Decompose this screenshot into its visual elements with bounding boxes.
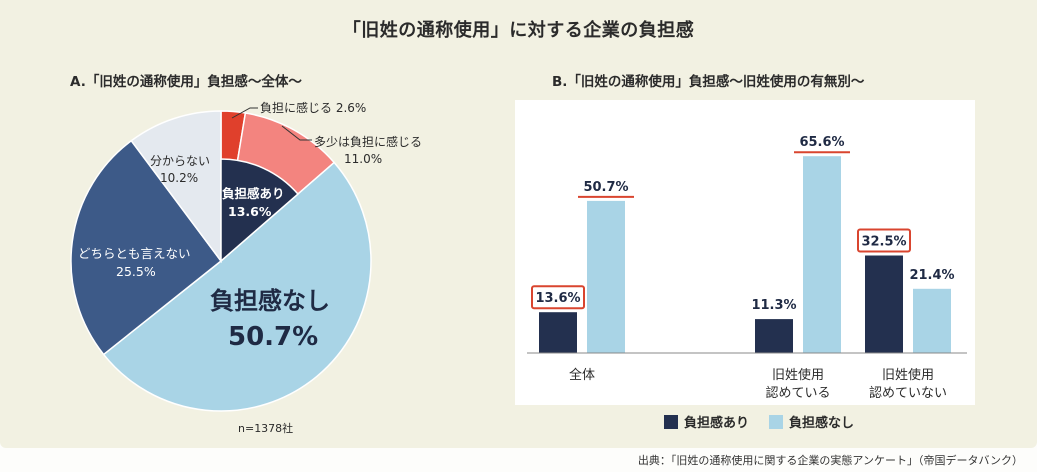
- pie-label-burden: 負担に感じる 2.6%: [260, 101, 367, 115]
- pie-label-undecided: どちらとも言えない: [78, 246, 191, 261]
- legend-swatch-dark: [664, 414, 678, 429]
- pie-label-burden-group: 負担感あり: [222, 186, 285, 201]
- value-label-overall-burden: 13.6%: [535, 291, 580, 306]
- legend-label-burden: 負担感あり: [684, 416, 750, 431]
- category-label-allowed-line2: 認めている: [765, 385, 830, 401]
- pie-label-unknown: 分からない: [150, 154, 211, 168]
- bar-not-allowed-no-burden: [913, 288, 951, 353]
- pie-chart-title: A.「旧姓の通称使用」負担感〜全体〜: [70, 74, 302, 90]
- legend-label-no-burden: 負担感なし: [789, 416, 855, 431]
- bar-legend: 負担感あり 負担感なし: [664, 412, 866, 431]
- source-note: 出典：「旧姓の通称使用に関する企業の実態アンケート」（帝国データバンク）: [637, 454, 1023, 467]
- leader-line-burden: [231, 107, 258, 119]
- pie-label-no-burden: 負担感なし: [210, 287, 330, 315]
- leader-line-some-burden: [281, 125, 312, 141]
- pie-value-unknown: 10.2%: [160, 171, 199, 185]
- bar-not-allowed-burden: [865, 255, 903, 353]
- category-label-not-allowed-line1: 旧姓使用: [882, 367, 934, 383]
- bar-overall-burden: [539, 312, 577, 353]
- pie-sample-note: n=1378社: [238, 422, 294, 435]
- pie-value-some-burden: 11.0%: [344, 152, 383, 166]
- legend-item-no-burden: 負担感なし: [769, 412, 854, 431]
- main-title: 「旧姓の通称使用」に対する企業の負担感: [342, 20, 695, 41]
- pie-label-some-burden: 多少は負担に感じる: [314, 135, 423, 149]
- value-label-not-allowed-burden: 32.5%: [861, 235, 906, 250]
- pie-slice-no-burden: [102, 161, 372, 412]
- value-label-not-allowed-no-burden: 21.4%: [909, 268, 954, 283]
- pie-chart: [70, 107, 372, 412]
- highlight-box-not-allowed: [857, 228, 911, 253]
- pie-value-undecided: 25.5%: [116, 264, 156, 279]
- legend-item-burden: 負担感あり: [664, 412, 749, 431]
- pie-inner-burden-group: [220, 158, 299, 263]
- bar-chart-card: 13.6% 11.3% 32.5% 50.7% 65.6% 21.4% 全体 旧姓使用認めてい…: [515, 100, 975, 405]
- legend-swatch-light: [769, 414, 784, 429]
- bar-overall-no-burden: [587, 200, 625, 353]
- value-label-overall-no-burden: 50.7%: [583, 180, 628, 195]
- bar-allowed-no-burden: [803, 156, 841, 353]
- pie-slice-undecided: [70, 139, 223, 356]
- value-label-allowed-no-burden: 65.6%: [799, 135, 844, 150]
- bar-chart: 13.6% 11.3% 32.5% 50.7% 65.6% 21.4% 全体 旧姓使用認めてい…: [527, 135, 967, 401]
- pie-value-burden-group: 13.6%: [228, 204, 272, 219]
- bar-chart-title: B.「旧姓の通称使用」負担感〜旧姓使用の有無別〜: [552, 74, 865, 90]
- value-label-allowed-burden: 11.3%: [751, 298, 796, 313]
- pie-slice-unknown: [130, 110, 222, 264]
- category-label-not-allowed-line2: 認めていない: [869, 385, 947, 401]
- bar-allowed-burden: [755, 319, 793, 353]
- category-label-allowed-line1: 旧姓使用: [772, 367, 824, 383]
- pie-value-no-burden: 50.7%: [228, 322, 319, 352]
- category-label-overall: 全体: [569, 367, 595, 383]
- highlight-box-overall: [531, 285, 585, 310]
